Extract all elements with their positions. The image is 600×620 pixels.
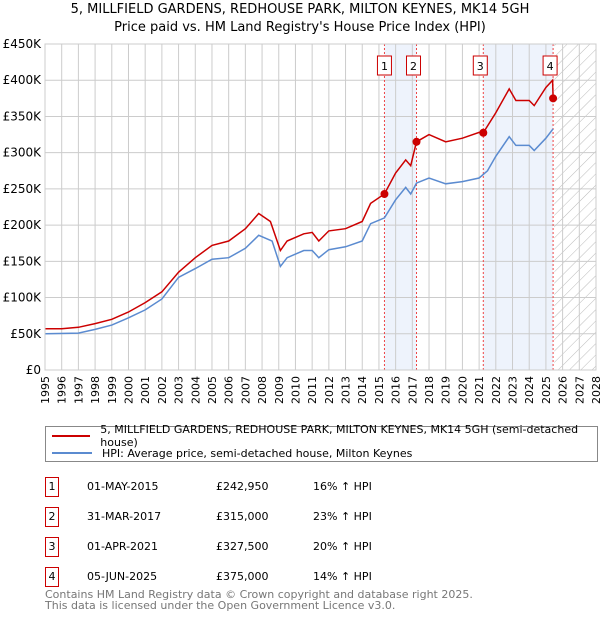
x-tick-label: 2018 [423, 376, 436, 404]
x-tick-label: 2024 [523, 376, 536, 404]
chart-subtitle: Price paid vs. HM Land Registry's House … [114, 20, 486, 35]
y-tick-label: £300K [3, 146, 43, 160]
x-tick-label: 2025 [540, 376, 553, 404]
x-tick-label: 2005 [206, 376, 219, 404]
sale-period-shade [483, 44, 554, 370]
sale-period-shade [384, 44, 417, 370]
x-tick-label: 1997 [72, 376, 85, 404]
sale-label-number: 4 [547, 60, 554, 73]
x-tick-label: 1996 [56, 376, 69, 404]
x-tick-label: 2004 [189, 376, 202, 404]
x-tick-label: 2017 [406, 376, 419, 404]
sale-price: £327,500 [216, 540, 269, 553]
legend-item-property: 5, MILLFIELD GARDENS, REDHOUSE PARK, MIL… [52, 423, 597, 449]
x-tick-label: 2015 [373, 376, 386, 404]
chart-title: 5, MILLFIELD GARDENS, REDHOUSE PARK, MIL… [70, 2, 530, 17]
sale-label-box [406, 55, 422, 76]
x-tick-label: 2007 [239, 376, 252, 404]
x-tick-label: 1999 [106, 376, 119, 404]
x-tick-label: 2026 [557, 376, 570, 404]
x-tick-label: 2009 [273, 376, 286, 404]
x-tick-label: 2027 [573, 376, 586, 404]
legend-swatch-property [52, 435, 91, 437]
legend-label-property: 5, MILLFIELD GARDENS, REDHOUSE PARK, MIL… [100, 423, 579, 449]
sale-date: 01-APR-2021 [87, 540, 159, 553]
sale-number-badge: 4 [45, 567, 59, 587]
x-tick-label: 1995 [39, 376, 52, 404]
y-tick-label: £0 [26, 363, 41, 377]
sale-label-number: 3 [477, 60, 484, 73]
sale-date: 05-JUN-2025 [87, 570, 158, 583]
sale-number-badge: 1 [45, 477, 59, 497]
plot-border [44, 43, 597, 371]
sale-point [412, 137, 421, 146]
sale-number-badge: 2 [45, 507, 59, 527]
y-tick-label: £250K [3, 182, 43, 196]
x-tick-label: 2016 [390, 376, 403, 404]
sale-price: £315,000 [216, 510, 269, 523]
sale-date: 01-MAY-2015 [87, 480, 159, 493]
sale-label-box [376, 55, 392, 76]
legend-label-hpi: HPI: Average price, semi-detached house,… [102, 446, 413, 460]
legend: 5, MILLFIELD GARDENS, REDHOUSE PARK, MIL… [45, 423, 598, 462]
sale-label-box [542, 55, 558, 76]
footer-copyright: Contains HM Land Registry data © Crown c… [45, 588, 473, 601]
forecast-hatch [554, 44, 596, 370]
sale-hpi-diff: 16% ↑ HPI [313, 480, 372, 493]
legend-item-hpi: HPI: Average price, semi-detached house,… [52, 445, 412, 461]
x-tick-label: 2002 [156, 376, 169, 404]
y-tick-label: £150K [3, 254, 43, 268]
legend-swatch-hpi [52, 452, 92, 454]
sale-label-box [472, 55, 488, 76]
x-tick-label: 2000 [122, 376, 135, 404]
x-tick-label: 2012 [323, 376, 336, 404]
y-tick-label: £450K [3, 37, 43, 51]
sale-point [549, 94, 558, 103]
y-tick-label: £200K [3, 218, 43, 232]
sale-price: £375,000 [216, 570, 269, 583]
price-chart: 1995 1996 1997 1998 1999 2000 2001 2002 2003 2004… [3, 37, 600, 404]
sale-date: 31-MAR-2017 [87, 510, 162, 523]
property-price-line [45, 78, 554, 330]
sale-hpi-diff: 14% ↑ HPI [313, 570, 372, 583]
footer: Contains HM Land Registry data © Crown c… [45, 589, 473, 611]
sale-price: £242,950 [216, 480, 269, 493]
y-tick-label: £350K [3, 109, 43, 123]
footer-licence: This data is licensed under the Open Gov… [45, 599, 396, 612]
x-tick-label: 2010 [289, 376, 302, 404]
x-tick-label: 2019 [440, 376, 453, 404]
x-tick-label: 1998 [89, 376, 102, 404]
x-tick-label: 2022 [490, 376, 503, 404]
x-tick-label: 2013 [340, 376, 353, 404]
x-tick-label: 2008 [256, 376, 269, 404]
sale-point [479, 128, 488, 137]
x-tick-label: 2028 [590, 376, 600, 404]
x-tick-label: 2011 [306, 376, 319, 404]
y-tick-label: £50K [10, 327, 42, 341]
y-tick-label: £400K [3, 73, 43, 87]
x-tick-label: 2020 [456, 376, 469, 404]
sale-hpi-diff: 20% ↑ HPI [313, 540, 372, 553]
x-tick-label: 2023 [507, 376, 520, 404]
x-tick-label: 2006 [223, 376, 236, 404]
x-tick-label: 2014 [356, 376, 369, 404]
sale-label-number: 1 [381, 60, 388, 73]
sale-point [380, 189, 389, 198]
x-tick-label: 2001 [139, 376, 152, 404]
x-tick-label: 2021 [473, 376, 486, 404]
sale-hpi-diff: 23% ↑ HPI [313, 510, 372, 523]
sale-label-number: 2 [410, 60, 417, 73]
y-tick-label: £100K [3, 291, 43, 305]
hpi-line [44, 128, 554, 335]
sale-number-badge: 3 [45, 537, 59, 557]
x-tick-label: 2003 [173, 376, 186, 404]
